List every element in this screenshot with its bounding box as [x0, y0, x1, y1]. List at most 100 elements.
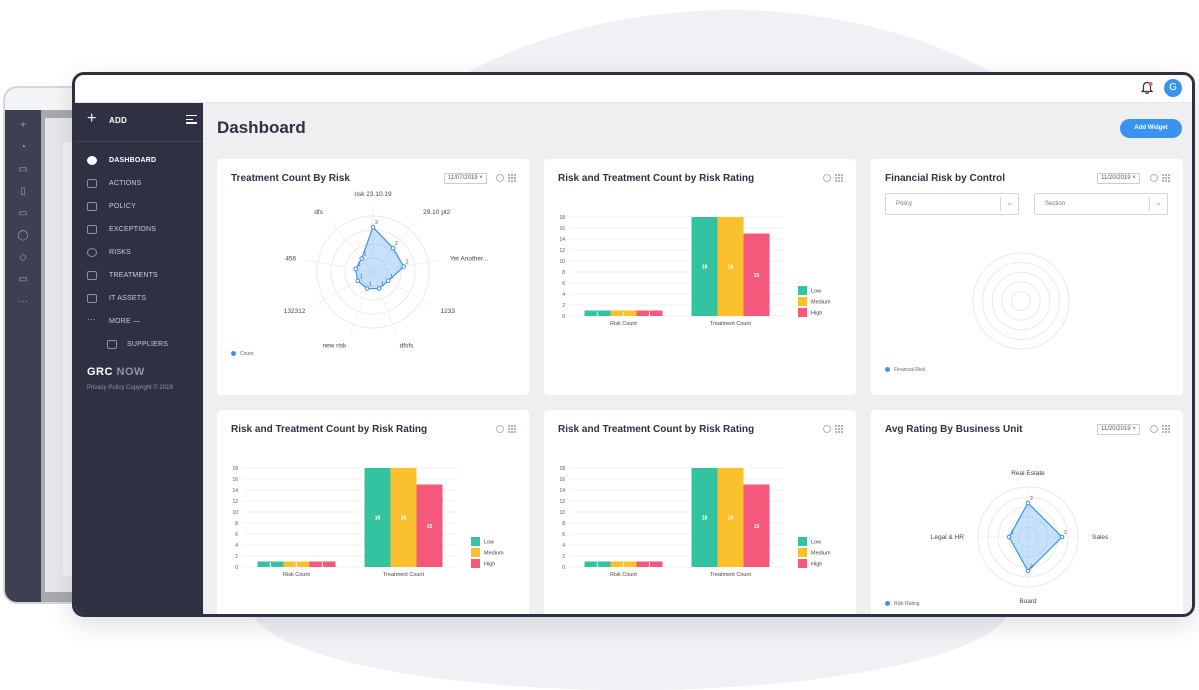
x-category-label: Treatment Count — [710, 321, 752, 327]
widget-title: Risk and Treatment Count by Risk Rating — [231, 424, 428, 435]
bar — [636, 310, 663, 316]
radar-series-area — [355, 226, 405, 290]
sidebar-item-label: ACTIONS — [109, 180, 142, 187]
gear-icon[interactable] — [823, 425, 831, 433]
radar-point — [1059, 534, 1065, 540]
brand-accent: NOW — [116, 366, 145, 378]
radar-data-label: 2 — [395, 241, 398, 247]
bar-data-label: 18 — [375, 516, 381, 522]
x-category-label: Treatment Count — [710, 572, 752, 578]
radar-spoke — [349, 271, 374, 337]
policy-icon — [87, 202, 97, 211]
legend-swatch — [798, 537, 807, 546]
legend-label: Medium — [811, 551, 831, 557]
drag-handle-icon[interactable] — [508, 174, 516, 182]
gear-icon[interactable] — [1150, 425, 1158, 433]
drag-handle-icon[interactable] — [1162, 425, 1170, 433]
date-filter[interactable]: 11/07/2019 × — [444, 173, 487, 184]
widget-title: Treatment Count By Risk — [231, 173, 350, 184]
y-tick-label: 0 — [562, 565, 565, 571]
legend-label: Low — [811, 289, 821, 295]
y-tick-label: 0 — [235, 565, 238, 571]
policy-select[interactable]: Policy ⌄ — [885, 193, 1019, 215]
radar-point — [364, 286, 370, 291]
nav-icon: ▭ — [18, 208, 28, 219]
radar-point — [355, 278, 361, 284]
y-tick-label: 4 — [235, 543, 238, 549]
y-tick-label: 16 — [559, 226, 565, 232]
legend-label: High — [811, 311, 822, 317]
radar-point — [1006, 534, 1012, 540]
sidebar-item-suppliers[interactable]: SUPPLIERS — [75, 333, 203, 356]
risks-icon — [87, 248, 97, 257]
radar-data-label: 2 — [406, 260, 409, 266]
drag-handle-icon[interactable] — [1162, 174, 1170, 182]
legend-swatch — [798, 286, 807, 295]
chevron-down-icon: ⌄ — [1000, 197, 1018, 211]
drag-handle-icon[interactable] — [835, 425, 843, 433]
radar-data-label: 1 — [381, 282, 384, 288]
sidebar-item-treatments[interactable]: TREATMENTS — [75, 264, 203, 287]
y-tick-label: 14 — [232, 488, 238, 494]
y-tick-label: 16 — [559, 477, 565, 483]
date-value: 11/20/2019 — [1101, 426, 1131, 432]
radar-axis-label: 456 — [285, 255, 296, 262]
sidebar-item-it-assets[interactable]: IT ASSETS — [75, 287, 203, 310]
date-filter[interactable]: 11/20/2019 × — [1097, 424, 1140, 435]
y-tick-label: 0 — [562, 314, 565, 320]
bar-data-label: 1 — [622, 311, 625, 317]
radar-data-label: 2 — [1030, 496, 1033, 502]
more-icon: ··· — [18, 296, 28, 307]
sidebar-item-risks[interactable]: RISKS — [75, 241, 203, 264]
main-content: Dashboard Add Widget Treatment Count By … — [203, 103, 1192, 614]
bar — [283, 561, 310, 567]
bar-data-label: 15 — [754, 524, 760, 530]
x-category-label: Treatment Count — [383, 572, 425, 578]
date-filter[interactable]: 11/20/2019 × — [1097, 173, 1140, 184]
sidebar-item-label: SUPPLIERS — [127, 341, 169, 348]
y-tick-label: 16 — [232, 477, 238, 483]
radar-point — [385, 278, 391, 284]
legend-marker — [885, 367, 890, 372]
sidebar-item-policy[interactable]: POLICY — [75, 195, 203, 218]
section-select[interactable]: Section ⌄ — [1034, 193, 1168, 215]
legend-swatch — [798, 308, 807, 317]
add-label: ADD — [109, 116, 127, 125]
gear-icon[interactable] — [496, 425, 504, 433]
radar-axis-label: dfs — [314, 209, 323, 216]
brand-main: GRC — [87, 366, 113, 378]
widget-risk-rating-1: Risk and Treatment Count by Risk Rating … — [544, 159, 856, 395]
bar — [610, 561, 637, 567]
bar — [691, 217, 718, 316]
sidebar-item-more[interactable]: ··· MORE — — [75, 310, 203, 333]
y-tick-label: 6 — [562, 532, 565, 538]
bar-data-label: 1 — [321, 562, 324, 568]
bar-data-label: 1 — [648, 311, 651, 317]
gear-icon[interactable] — [823, 174, 831, 182]
sidebar-item-label: TREATMENTS — [109, 272, 158, 279]
widget-title: Risk and Treatment Count by Risk Rating — [558, 173, 755, 184]
collapse-menu-icon[interactable] — [186, 115, 197, 124]
more-icon: ··· — [87, 315, 96, 324]
user-avatar[interactable]: G — [1164, 79, 1182, 97]
gear-icon[interactable] — [1150, 174, 1158, 182]
radar-point — [390, 245, 396, 251]
add-widget-button[interactable]: Add Widget — [1120, 119, 1182, 138]
sidebar-item-dashboard[interactable]: DASHBOARD — [75, 149, 203, 172]
x-category-label: Risk Count — [283, 572, 310, 578]
legend-swatch — [471, 548, 480, 557]
sidebar-item-label: POLICY — [109, 203, 136, 210]
gear-icon[interactable] — [496, 174, 504, 182]
add-button[interactable]: + ADD — [87, 110, 197, 129]
y-tick-label: 10 — [559, 510, 565, 516]
drag-handle-icon[interactable] — [508, 425, 516, 433]
radar-data-label: 1 — [1011, 530, 1014, 536]
drag-handle-icon[interactable] — [835, 174, 843, 182]
legend-swatch — [471, 559, 480, 568]
bar-data-label: 18 — [728, 265, 734, 271]
sidebar-item-exceptions[interactable]: EXCEPTIONS — [75, 218, 203, 241]
sidebar-item-actions[interactable]: ACTIONS — [75, 172, 203, 195]
y-tick-label: 6 — [235, 532, 238, 538]
date-value: 11/20/2019 — [1101, 175, 1131, 181]
bell-icon[interactable] — [1140, 81, 1154, 95]
